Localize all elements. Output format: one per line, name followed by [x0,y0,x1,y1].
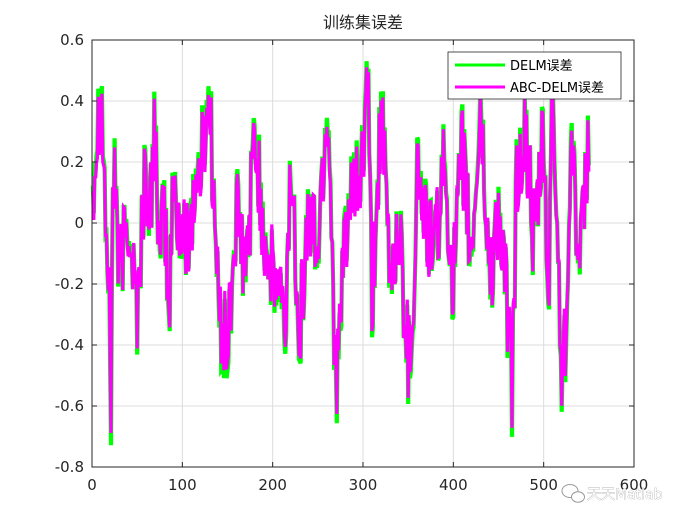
x-tick-label: 100 [168,476,197,494]
watermark: 天天Matlab [561,484,663,503]
legend-label-abc-delm: ABC-DELM误差 [510,81,604,96]
wechat-icon [561,484,585,503]
y-tick-label: 0 [74,214,84,232]
y-tick-label: -0.6 [55,397,84,415]
y-tick-label: 0.4 [60,92,84,110]
series-layer [90,61,591,446]
y-tick-label: 0.2 [60,153,84,171]
x-tick-label: 500 [529,476,558,494]
y-tick-label: 0.6 [60,31,84,49]
x-tick-label: 300 [349,476,378,494]
chart-title: 训练集误差 [323,13,403,32]
series-line-abc-delm [91,67,591,434]
x-tick-label: 200 [258,476,287,494]
y-tick-label: -0.2 [55,275,84,293]
axis-ticks: 0 100 200 300 400 500 600 -0.8 -0.6 -0.4 -0.2 0 0.2 0… [55,31,649,494]
y-tick-label: -0.8 [55,458,84,476]
legend: DELM误差 ABC-DELM误差 [447,51,622,100]
legend-label-delm: DELM误差 [510,59,573,74]
watermark-text: 天天Matlab [587,487,663,503]
x-tick-label: 600 [620,476,649,494]
y-tick-label: -0.4 [55,336,84,354]
x-tick-label: 0 [87,476,97,494]
legend-box [447,51,622,100]
x-tick-label: 400 [439,476,468,494]
